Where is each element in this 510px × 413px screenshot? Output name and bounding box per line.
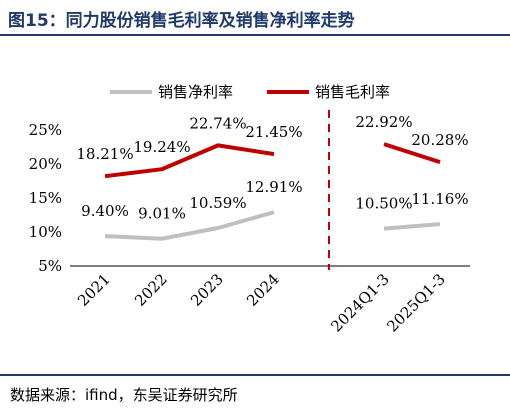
data-label-2: 22.92% <box>355 113 412 131</box>
y-tick-label: 25% <box>29 121 62 139</box>
series-line-2-segment-1 <box>104 143 275 179</box>
data-label-2: 18.21% <box>76 145 133 163</box>
title-rule <box>0 34 510 36</box>
data-label-2: 20.28% <box>411 131 468 149</box>
x-tick-label: 2023 <box>187 270 227 310</box>
series-line-2-segment-2 <box>383 142 441 165</box>
y-tick-label: 20% <box>29 155 62 173</box>
data-label-2: 22.74% <box>189 114 246 132</box>
data-labels: 9.40% 9.01%10.59%12.91% 10.50%11.16% 18.21%… <box>76 113 468 223</box>
chart-legend: 销售净利率 销售毛利率 <box>110 83 390 101</box>
y-tick-label: 10% <box>29 223 62 241</box>
x-tick-label: 2025Q1-3 <box>383 270 449 336</box>
source-note: 数据来源：ifind，东吴证券研究所 <box>10 386 238 404</box>
y-tick-label: 15% <box>29 189 62 207</box>
data-label-1: 10.59% <box>189 194 246 212</box>
y-axis: 5% 10% 15% 20% 25% <box>29 121 62 275</box>
figure-title: 图15：同力股份销售毛利率及销售净利率走势 <box>8 11 355 31</box>
bottom-rule <box>0 374 510 376</box>
legend-label-2: 销售毛利率 <box>315 83 390 101</box>
data-label-1: 12.91% <box>245 178 302 196</box>
series-line-1-segment-2 <box>383 222 441 231</box>
series-line-1-segment-1 <box>104 210 275 241</box>
data-label-1: 9.01% <box>138 205 186 223</box>
y-tick-label: 5% <box>38 257 62 275</box>
x-tick-label: 2022 <box>131 270 171 310</box>
data-label-1: 9.40% <box>81 202 129 220</box>
x-tick-label: 2024Q1-3 <box>327 270 393 336</box>
chart-series <box>104 142 441 241</box>
legend-label-1: 销售净利率 <box>158 83 233 101</box>
x-tick-label: 2021 <box>74 270 114 310</box>
data-label-1: 11.16% <box>411 190 468 208</box>
x-tick-label: 2024 <box>243 270 283 310</box>
data-label-2: 21.45% <box>245 123 302 141</box>
data-label-1: 10.50% <box>355 195 412 213</box>
line-chart: 销售净利率 销售毛利率 5%10%15%20%25% 2021 2022 2023 20… <box>29 83 470 336</box>
data-label-2: 19.24% <box>133 138 190 156</box>
